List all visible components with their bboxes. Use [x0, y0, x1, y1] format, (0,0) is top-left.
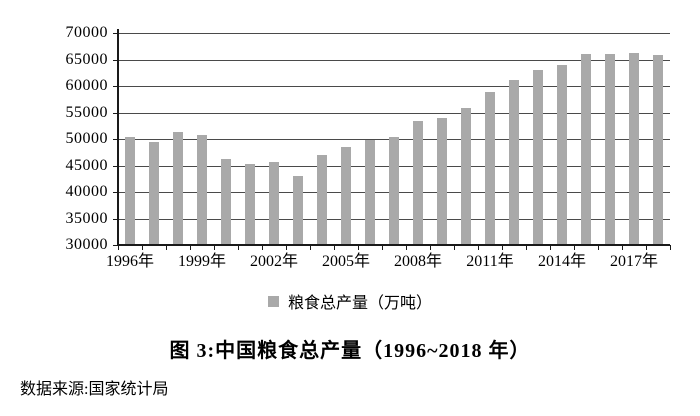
bar-2016: [605, 53, 615, 244]
bar-1997: [149, 142, 159, 244]
y-tick-35000: [113, 218, 118, 220]
bar-2015: [581, 53, 591, 244]
x-axis-label-1996: 1996年: [105, 253, 155, 270]
y-axis-label-40000: 40000: [65, 183, 108, 200]
bar-2007: [389, 136, 399, 244]
y-axis-label-65000: 65000: [65, 50, 108, 68]
x-tick-23: [670, 245, 671, 250]
bar-2017: [629, 53, 639, 244]
y-tick-40000: [113, 192, 118, 193]
y-axis-label-55000: 55000: [65, 103, 108, 121]
bar-2003: [293, 175, 303, 244]
bar-2006: [365, 140, 375, 244]
x-axis-label-2002: 2002年: [249, 253, 299, 270]
bar-2002: [269, 161, 279, 244]
bar-2010: [461, 107, 471, 244]
gridline-65000: [118, 59, 670, 61]
x-tick-5: [238, 245, 239, 250]
x-tick-13: [430, 245, 431, 250]
figure-caption: 图 3:中国粮食总产量（1996~2018 年）: [169, 340, 531, 362]
y-tick-45000: [113, 165, 118, 167]
bar-2005: [341, 147, 351, 244]
bar-2001: [245, 164, 255, 244]
x-tick-15: [478, 245, 479, 250]
bar-2014: [557, 64, 567, 244]
y-tick-65000: [113, 59, 118, 61]
x-axis-label-2011: 2011年: [466, 253, 514, 270]
x-tick-2: [166, 245, 167, 250]
bar-1996: [125, 136, 135, 244]
y-axis-label-45000: 45000: [65, 156, 108, 174]
x-tick-22: [646, 245, 647, 250]
bar-1999: [197, 134, 207, 244]
bar-2018: [653, 55, 663, 244]
bar-1998: [173, 132, 183, 244]
bar-2004: [317, 155, 327, 244]
gridline-60000: [118, 86, 670, 87]
bar-2009: [437, 118, 447, 244]
x-axis-label-1999: 1999年: [177, 253, 227, 270]
y-axis-label-50000: 50000: [65, 130, 108, 147]
x-axis-label-2008: 2008年: [393, 253, 443, 270]
y-tick-60000: [113, 86, 118, 87]
x-tick-19: [574, 245, 575, 250]
y-axis-label-60000: 60000: [65, 77, 108, 94]
y-tick-30000: [113, 245, 118, 246]
x-tick-16: [502, 245, 503, 250]
bar-2008: [413, 120, 423, 244]
x-tick-11: [382, 245, 383, 250]
x-axis-label-2017: 2017年: [609, 253, 659, 270]
x-axis-label-2014: 2014年: [537, 253, 587, 270]
x-tick-17: [526, 245, 527, 250]
x-tick-8: [310, 245, 311, 250]
y-tick-50000: [113, 139, 118, 140]
x-tick-0: [118, 245, 119, 250]
x-tick-18: [550, 245, 551, 250]
legend-swatch-icon: [267, 295, 279, 307]
y-axis-label-30000: 30000: [65, 236, 108, 253]
bar-chart-plot-area: 30000 35000 40000 45000 50000 55000 60000 65000…: [65, 24, 671, 270]
y-axis-label-35000: 35000: [65, 209, 108, 227]
x-tick-4: [214, 245, 215, 250]
x-tick-9: [334, 245, 335, 250]
bar-2000: [221, 159, 231, 244]
x-tick-20: [598, 245, 599, 250]
y-axis-label-70000: 70000: [65, 24, 108, 41]
x-tick-12: [406, 245, 407, 250]
x-axis-label-2005: 2005年: [321, 253, 371, 270]
bar-2013: [533, 69, 543, 244]
gridline-70000: [118, 33, 670, 34]
x-tick-21: [622, 245, 623, 250]
gridline-55000: [118, 112, 670, 114]
x-tick-10: [358, 245, 359, 250]
bar-2011: [485, 92, 495, 244]
y-axis-line: [117, 29, 119, 246]
data-source-note: 数据来源:国家统计局: [20, 381, 169, 398]
x-tick-1: [142, 245, 143, 250]
x-axis-line: [117, 244, 670, 246]
bar-2012: [509, 79, 519, 244]
x-tick-14: [454, 245, 455, 250]
x-tick-6: [262, 245, 263, 250]
legend-label: 粮食总产量（万吨）: [287, 295, 432, 312]
y-tick-55000: [113, 112, 118, 114]
x-tick-3: [190, 245, 191, 250]
chart-legend: 粮食总产量（万吨）: [0, 289, 700, 313]
y-tick-70000: [113, 33, 118, 34]
x-tick-7: [286, 245, 287, 250]
